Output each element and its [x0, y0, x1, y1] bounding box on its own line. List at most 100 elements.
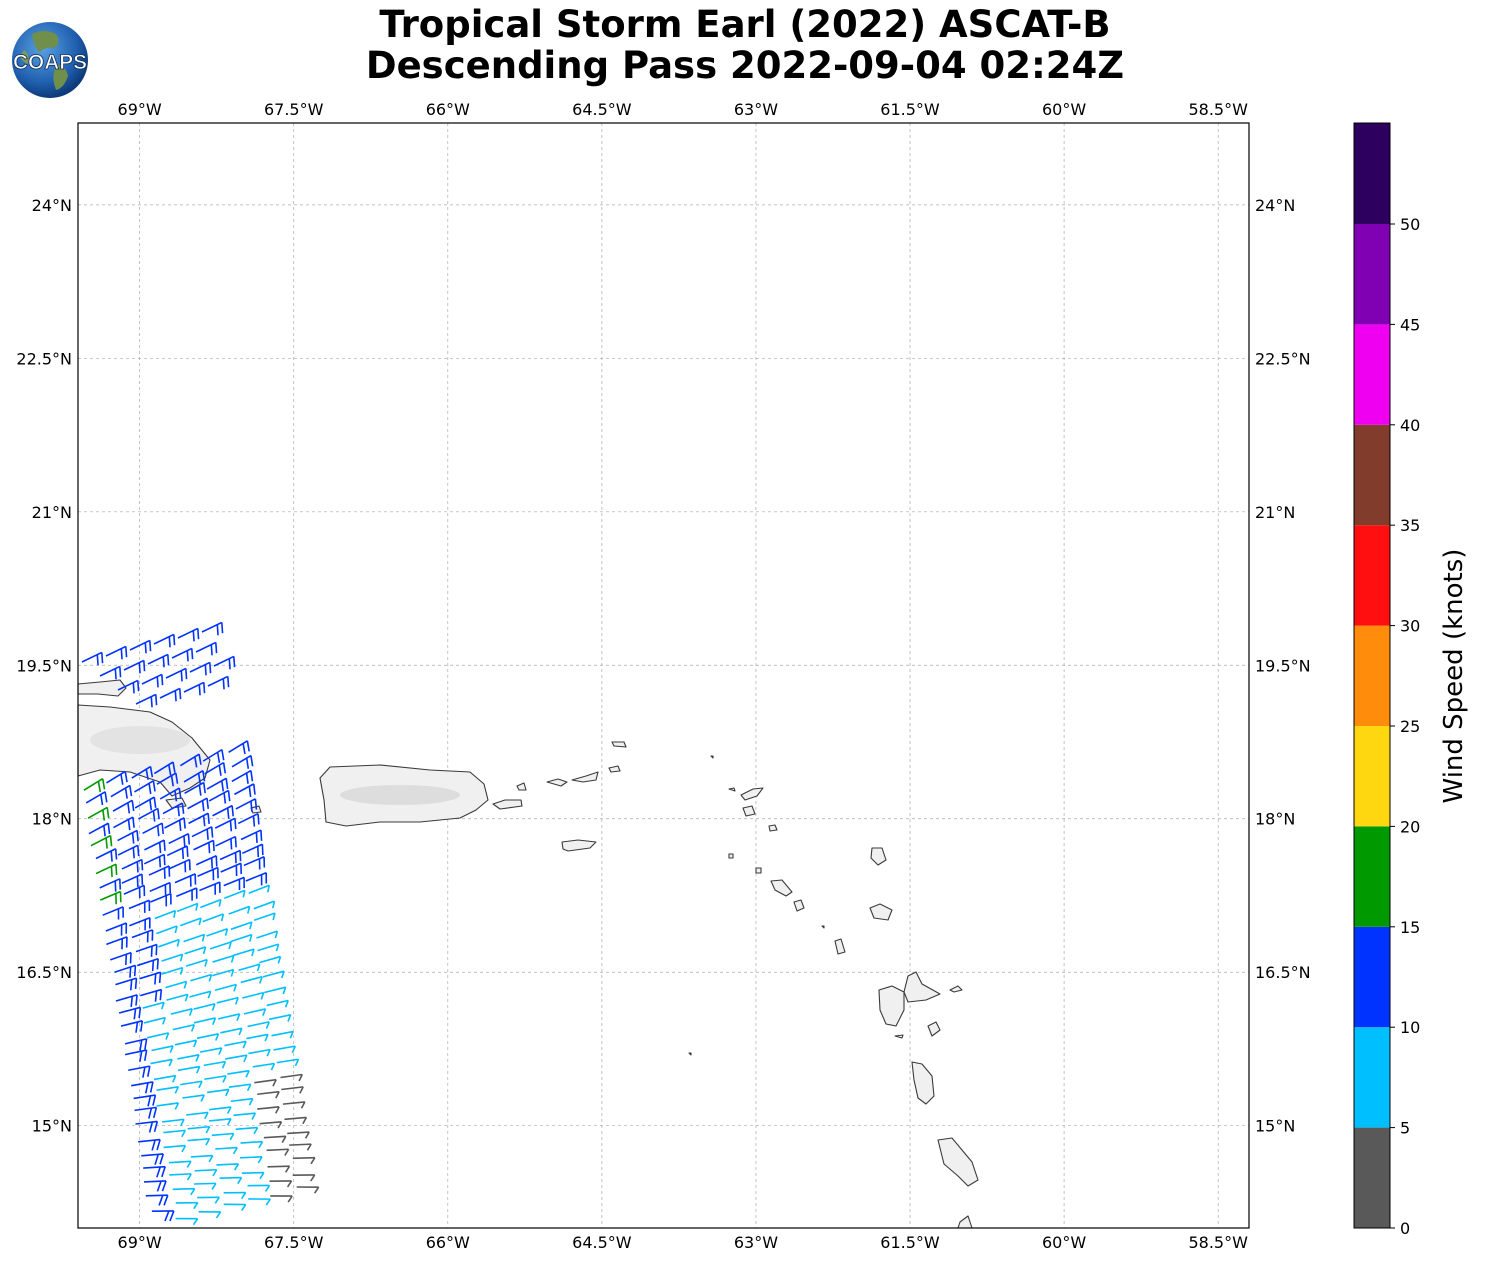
wind-barb [170, 1008, 193, 1016]
wind-barb [212, 954, 235, 963]
wind-barb [193, 1017, 217, 1025]
wind-barb [143, 1016, 167, 1025]
wind-barbs [81, 621, 320, 1226]
wind-barb [143, 853, 166, 868]
wind-barb [143, 1165, 166, 1178]
wind-barb [144, 839, 166, 854]
wind-barb [248, 1198, 271, 1206]
land-masses [77, 679, 979, 1229]
wind-barb [121, 873, 144, 887]
wind-barb [131, 929, 154, 943]
lon-tick-label-top: 60°W [1042, 100, 1086, 119]
lon-tick-label-top: 63°W [734, 100, 778, 119]
wind-barb [183, 933, 206, 943]
colorbar-band [1354, 625, 1390, 726]
wind-barb [234, 783, 256, 798]
land-hispaniola-north-cay [77, 679, 127, 697]
wind-barb [105, 922, 128, 936]
wind-barb [134, 780, 156, 795]
colorbar-band [1354, 324, 1390, 425]
land-nevis [793, 899, 805, 912]
wind-barb [197, 1196, 220, 1204]
wind-barb [159, 687, 182, 702]
wind-barb [214, 983, 238, 992]
wind-barb [185, 958, 208, 967]
colorbar-frame [1353, 122, 1391, 1229]
wind-barb [235, 1126, 259, 1135]
wind-barb [292, 1174, 316, 1182]
wind-barb [180, 917, 202, 927]
wind-barb [105, 645, 128, 660]
wind-barb [117, 844, 140, 859]
wind-barb [240, 829, 263, 844]
wind-barb [154, 909, 177, 920]
wind-barb [95, 848, 118, 862]
wind-barb [81, 651, 104, 666]
wind-barb [252, 1062, 276, 1071]
wind-barb [153, 633, 176, 648]
wind-barb [128, 899, 151, 913]
wind-barb [153, 761, 176, 776]
wind-barb [240, 975, 263, 984]
colorbar-tick-label: 0 [1400, 1219, 1410, 1238]
lon-tick-label-bottom: 66°W [426, 1233, 470, 1252]
wind-barb [169, 858, 191, 873]
wind-barb [208, 1117, 232, 1126]
wind-barb [138, 807, 160, 822]
wind-barb [184, 781, 206, 796]
wind-barb [287, 1131, 310, 1139]
wind-barb [204, 761, 227, 776]
wind-barb [129, 917, 151, 931]
land-st-martin [740, 787, 764, 801]
wind-barb [121, 858, 144, 873]
wind-barb [243, 855, 266, 870]
wind-barb [282, 1101, 306, 1109]
wind-barb [247, 1184, 271, 1192]
wind-barb [202, 748, 225, 763]
wind-barb [237, 812, 260, 827]
colorbar-tick-label: 25 [1400, 717, 1420, 736]
wind-barb [199, 1047, 223, 1055]
wind-barb [206, 777, 229, 792]
wind-barb [235, 798, 258, 812]
wind-barb [207, 675, 230, 690]
wind-barb [266, 1148, 290, 1156]
wind-barb [262, 970, 285, 979]
land-guadeloupe-basse-terre [878, 985, 905, 1027]
colorbar-tick-label: 20 [1400, 817, 1420, 836]
wind-barb [202, 913, 225, 923]
wind-barb [99, 665, 122, 680]
colorbar-tick-label: 40 [1400, 416, 1420, 435]
land-saba [728, 853, 734, 859]
wind-barb [217, 1013, 241, 1021]
wind-barb [266, 999, 289, 1008]
wind-barb [176, 902, 199, 913]
wind-barb [257, 1106, 280, 1114]
wind-barb [156, 925, 178, 935]
lat-tick-label-right: 22.5°N [1255, 349, 1311, 368]
colorbar-band [1354, 1027, 1390, 1128]
wind-barb [161, 966, 184, 975]
wind-barb [129, 639, 152, 654]
lon-tick-label-bottom: 64.5°W [572, 1233, 632, 1252]
wind-barb [209, 941, 232, 950]
wind-barb [268, 1014, 292, 1022]
wind-barb [231, 754, 254, 769]
wind-barb [139, 971, 162, 985]
wind-barb [257, 943, 280, 952]
land-small-islet [710, 755, 714, 759]
wind-barb [223, 1191, 247, 1200]
lat-tick-label-right: 15°N [1255, 1117, 1295, 1136]
wind-barb [114, 964, 137, 978]
colorbar-band [1354, 123, 1390, 224]
wind-barb [212, 968, 235, 977]
wind-barb [183, 770, 206, 785]
wind-barb [206, 1088, 230, 1097]
land-virgin-islands-tortola [571, 771, 599, 783]
wind-barb [223, 876, 245, 891]
axis-tick-labels: 69°W 69°W 67.5°W 67.5°W 66°W 66°W 64.5°W 64.5°W… [16, 100, 1310, 1252]
colorbar-tick-label: 10 [1400, 1018, 1420, 1037]
wind-barb [227, 1069, 250, 1078]
lon-tick-label-top: 66°W [426, 100, 470, 119]
colorbar-tick-label: 5 [1400, 1119, 1410, 1138]
